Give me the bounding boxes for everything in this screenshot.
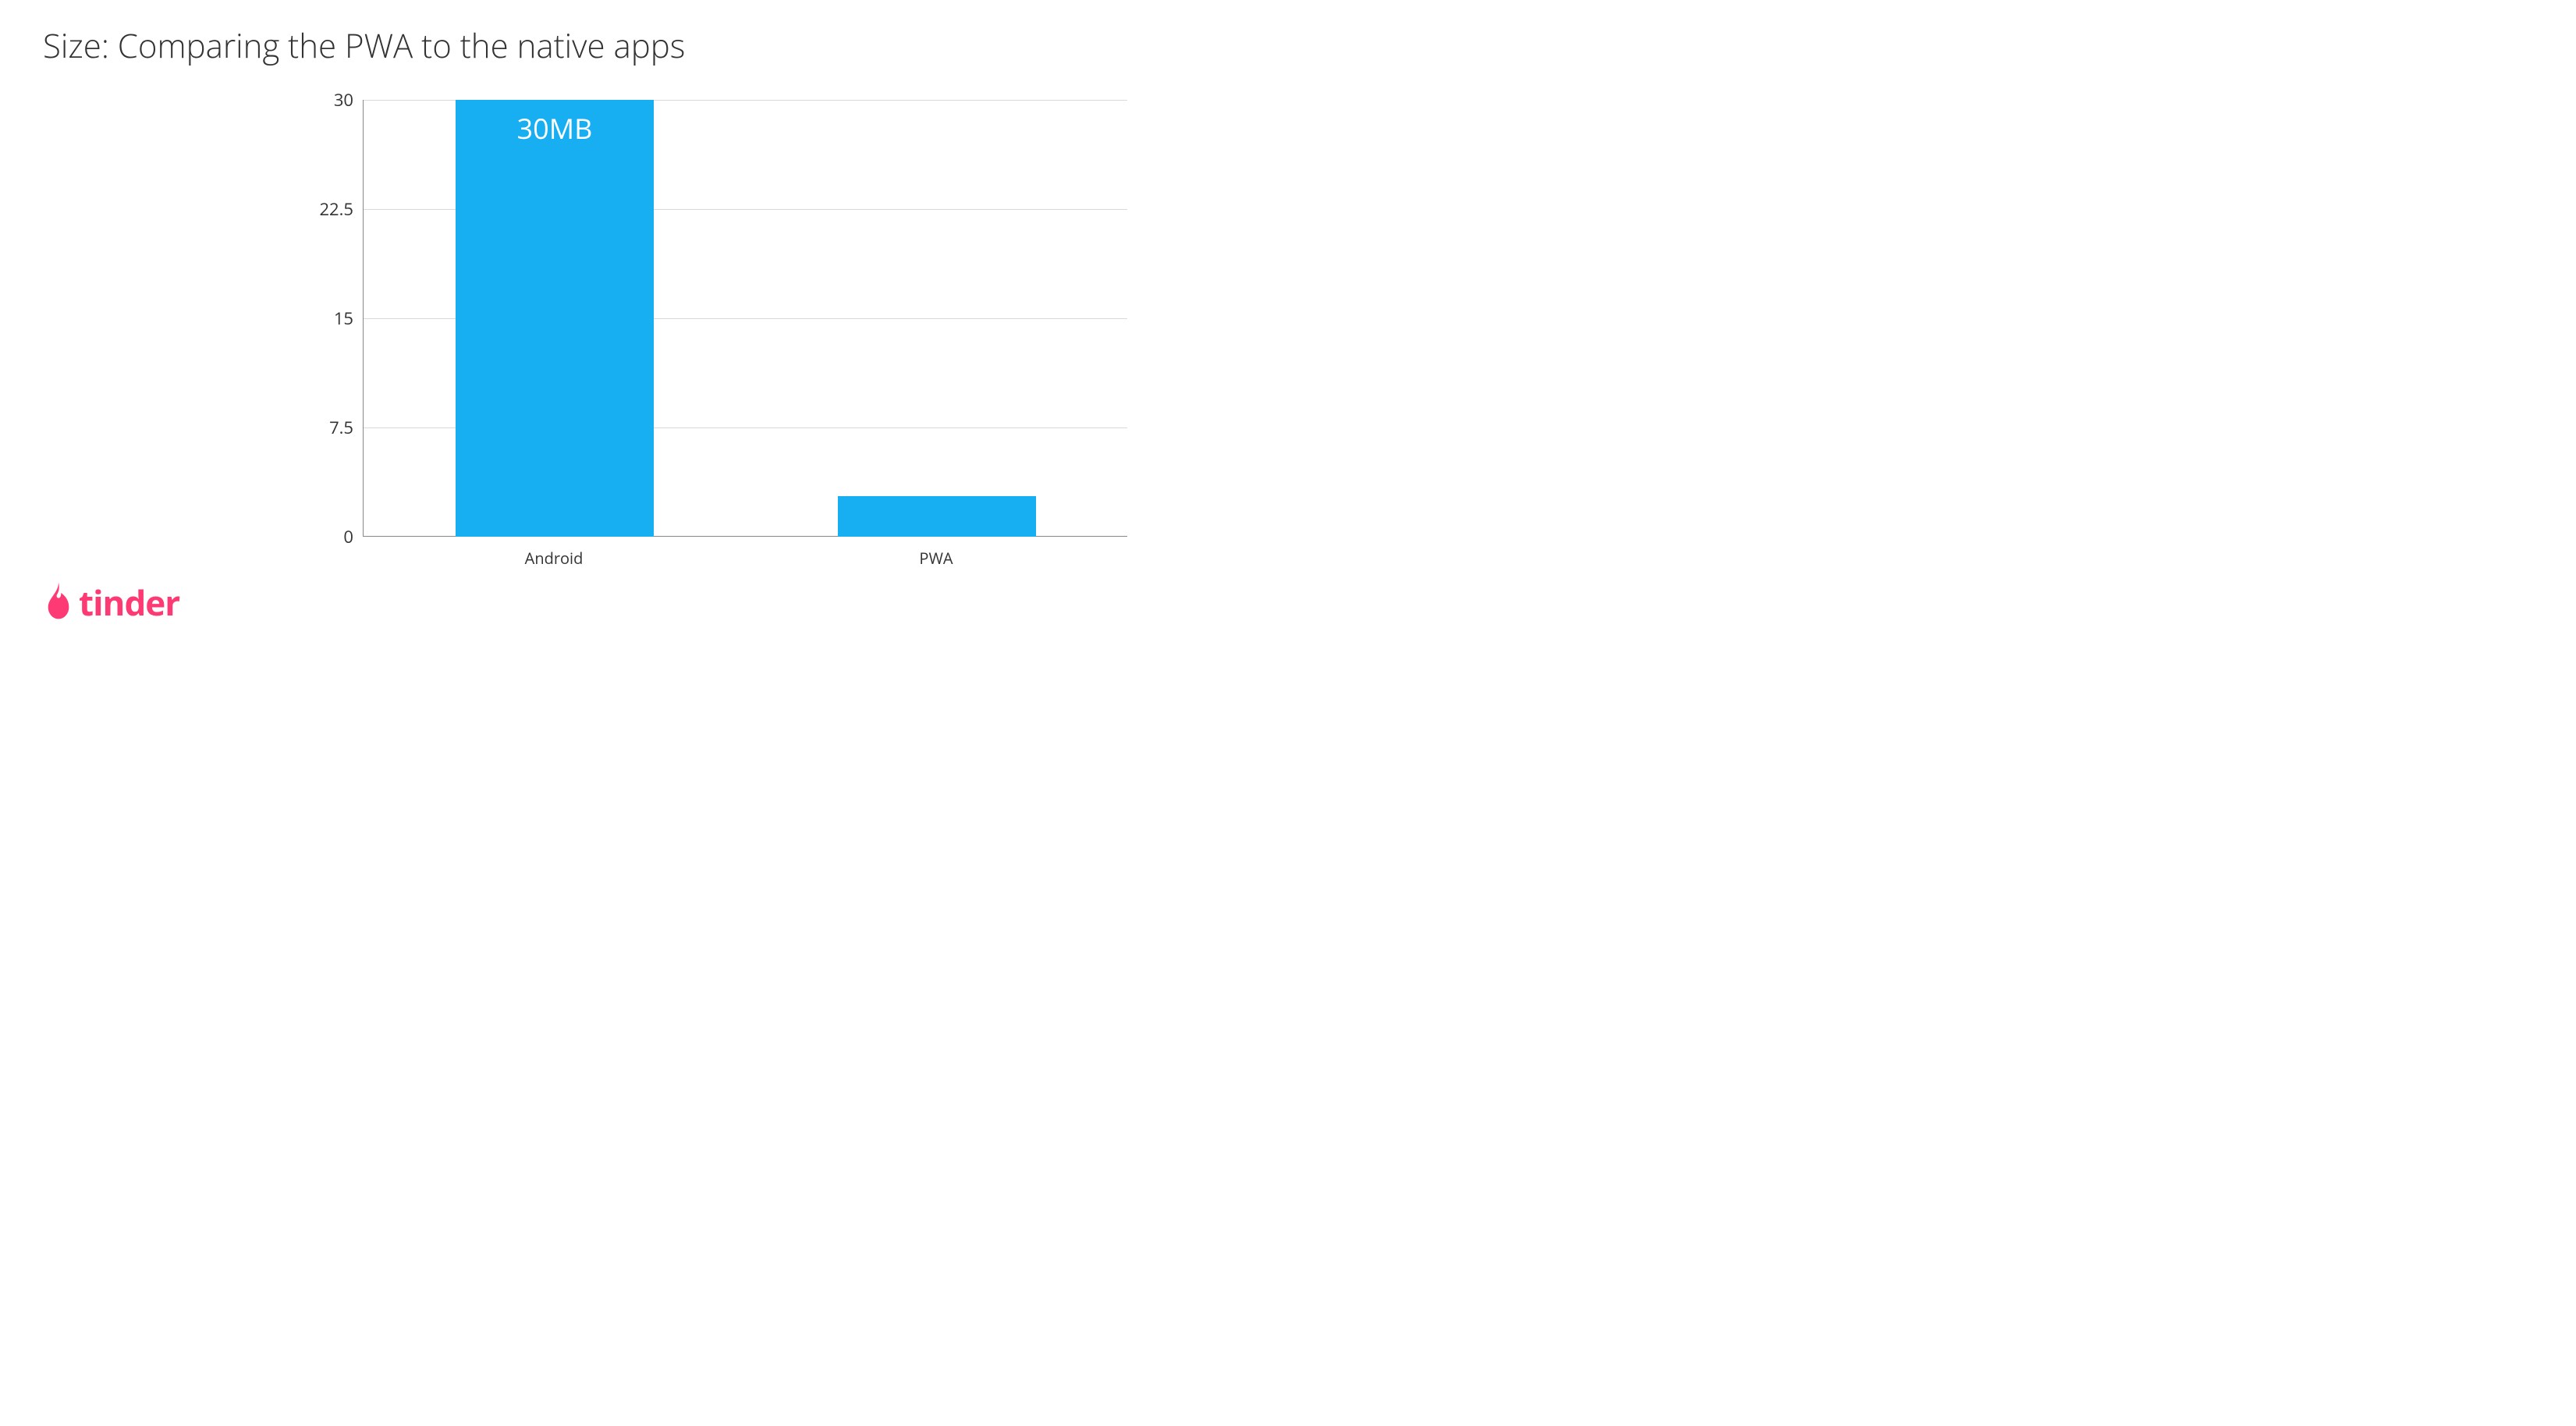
y-tick-label: 15 [334, 307, 353, 330]
slide: Size: Comparing the PWA to the native ap… [0, 0, 1170, 647]
bar-value-label: 30MB [517, 109, 593, 147]
bar-chart: 07.51522.530 30MB2.8MB AndroidPWA [308, 100, 1127, 576]
brand-name: tinder [79, 579, 179, 626]
x-tick-label: Android [525, 548, 584, 569]
x-axis: Android PWA [363, 537, 1127, 576]
y-axis: 07.51522.530 [308, 100, 363, 537]
y-tick-label: 22.5 [319, 197, 353, 221]
y-tick-label: 30 [334, 88, 353, 112]
bar-value-label: 2.8MB [896, 460, 978, 498]
y-tick-label: 0 [343, 525, 353, 548]
x-tick-label: PWA [919, 548, 953, 569]
bar-android: 30MB [456, 100, 655, 537]
bar: 30MB [456, 100, 655, 537]
y-tick-label: 7.5 [329, 416, 353, 439]
bar-pwa: 2.8MB [838, 496, 1037, 537]
slide-title: Size: Comparing the PWA to the native ap… [43, 23, 685, 68]
flame-icon [43, 582, 74, 623]
bar: 2.8MB [838, 496, 1037, 537]
brand-logo: tinder [43, 579, 179, 626]
plot-area: 30MB 2.8MB [363, 100, 1127, 537]
